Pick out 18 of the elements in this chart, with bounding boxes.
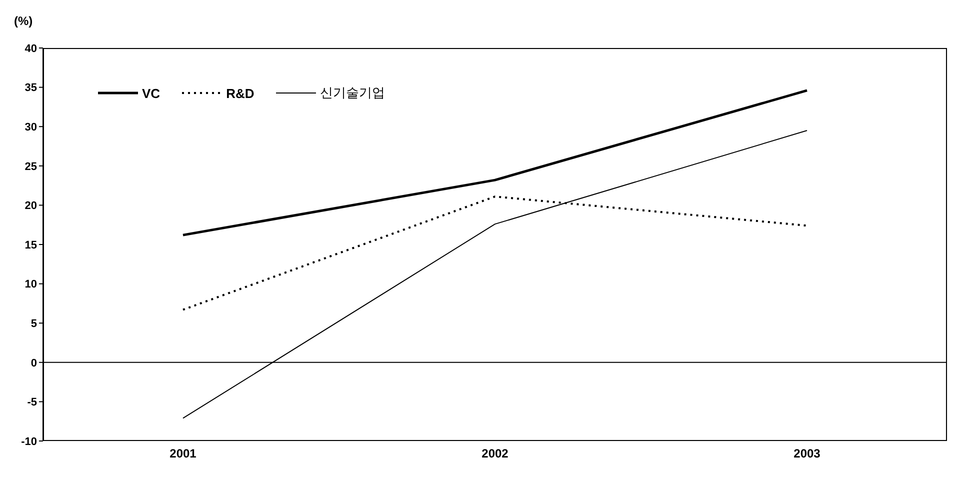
y-tick-label: 20: [24, 200, 37, 212]
y-tick-label: 35: [24, 82, 37, 94]
y-tick-label: 5: [30, 318, 37, 330]
legend-label: VC: [142, 86, 160, 100]
y-tick-label: 40: [24, 42, 37, 55]
y-axis-title: (%): [14, 14, 33, 28]
x-tick-label: 2001: [170, 446, 197, 461]
y-tick-label: 10: [24, 278, 37, 291]
legend-label: R&D: [226, 86, 254, 100]
x-tick-label: 2002: [482, 446, 509, 461]
x-tick-label: 2003: [794, 446, 821, 461]
y-tick-label: 15: [24, 239, 37, 252]
y-tick-label: -5: [27, 396, 37, 409]
y-tick-label: 25: [24, 160, 37, 173]
y-tick-label: -10: [21, 436, 37, 448]
y-tick-label: 30: [24, 122, 37, 134]
y-tick-label: 0: [30, 357, 37, 370]
legend-label: 신기술기업: [320, 84, 386, 102]
